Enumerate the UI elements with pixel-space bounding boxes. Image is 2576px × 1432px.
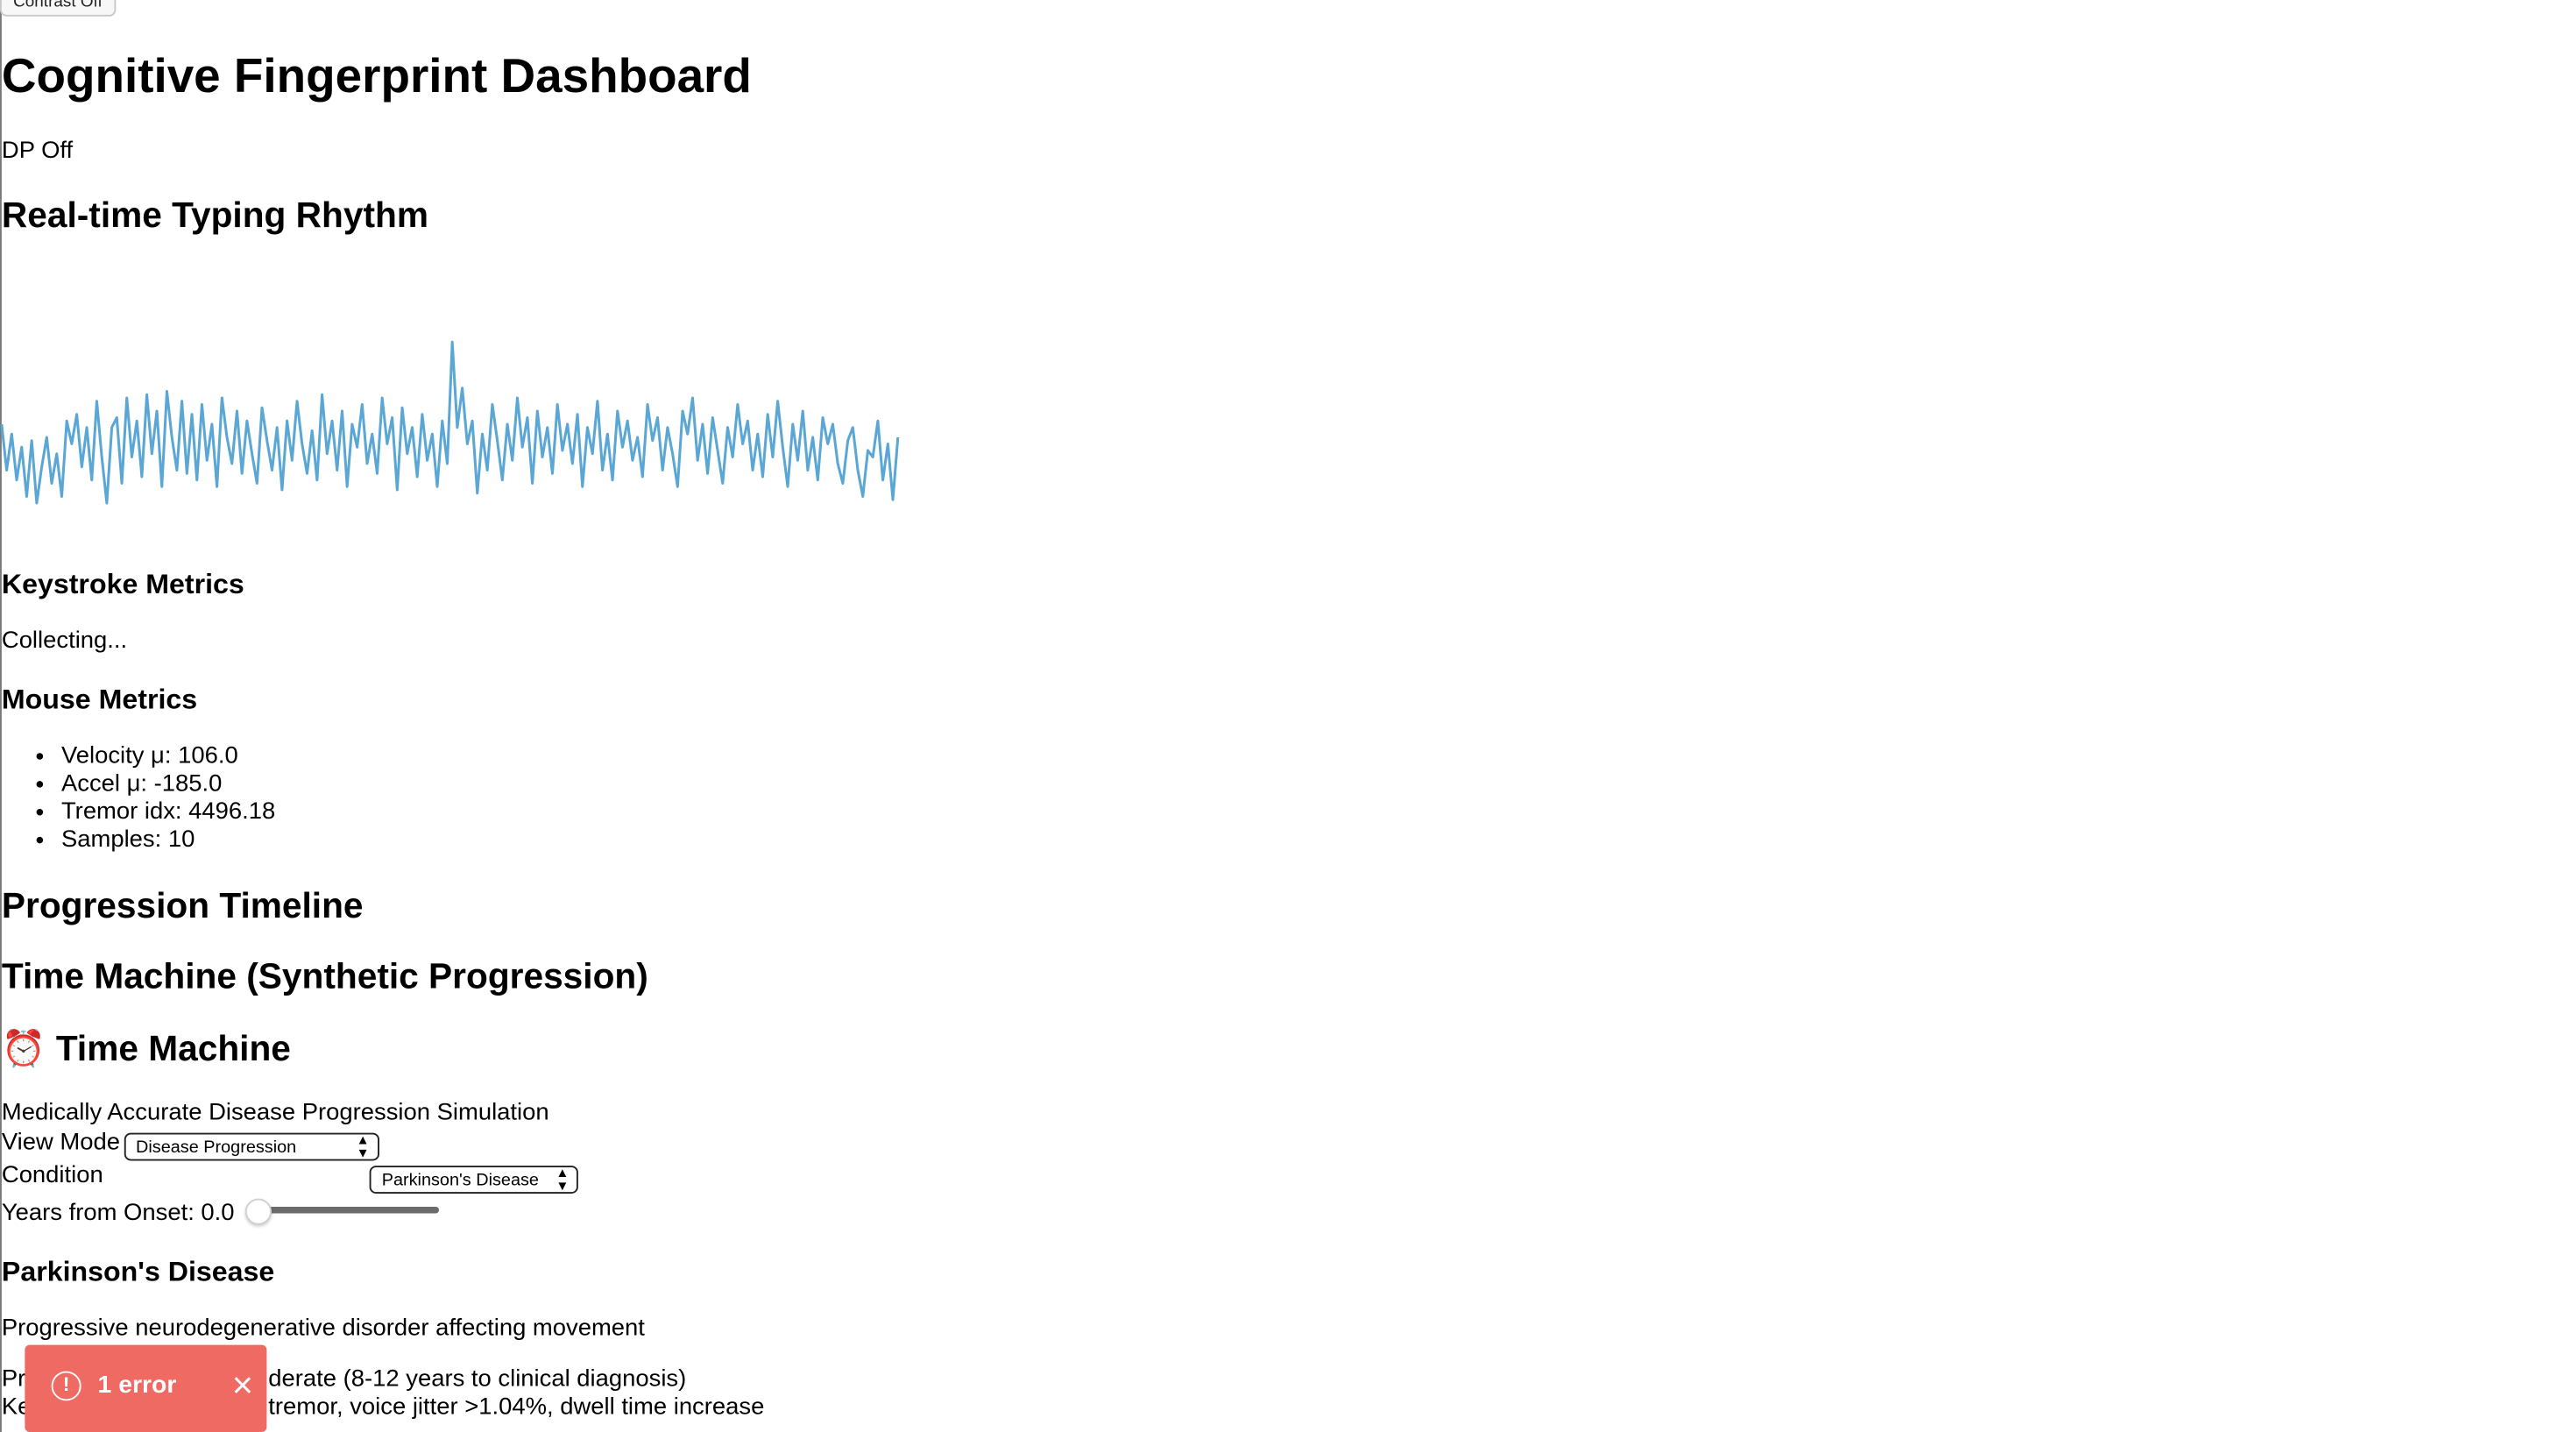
keystroke-metrics-title: Keystroke Metrics — [1, 569, 244, 600]
time-machine-heading: ⏰ Time Machine — [2, 1029, 291, 1070]
metric-samples: Samples: 10 — [61, 827, 275, 855]
condition-select[interactable]: Parkinson's Disease ▲ ▼ — [370, 1165, 579, 1194]
disease-name: Parkinson's Disease — [1, 1256, 275, 1287]
keystroke-status: Collecting... — [1, 627, 128, 655]
disease-description: Progressive neurodegenerative disorder a… — [1, 1315, 645, 1342]
alarm-clock-icon: ⏰ — [1, 1029, 46, 1069]
alert-circle-icon: ! — [51, 1371, 81, 1401]
prodromal-prefix: Pr — [1, 1365, 26, 1393]
years-from-onset-label: Years from Onset: 0.0 — [1, 1200, 235, 1227]
dp-status: DP Off — [1, 138, 74, 165]
condition-value: Parkinson's Disease — [381, 1170, 539, 1191]
simulation-subtitle: Medically Accurate Disease Progression S… — [1, 1100, 549, 1127]
time-machine-heading-text: Time Machine — [55, 1029, 291, 1069]
view-mode-select[interactable]: Disease Progression ▲ ▼ — [124, 1133, 379, 1161]
typing-rhythm-title: Real-time Typing Rhythm — [1, 195, 428, 236]
typing-rhythm-series-line — [0, 340, 900, 505]
slider-thumb[interactable] — [244, 1198, 272, 1225]
error-toast[interactable]: ! 1 error × — [25, 1344, 267, 1432]
metric-accel: Accel μ: -185.0 — [61, 771, 275, 799]
mouse-metrics-list: Velocity μ: 106.0 Accel μ: -185.0 Tremor… — [2, 743, 275, 855]
left-edge-divider — [0, 0, 2, 1432]
close-icon[interactable]: × — [231, 1365, 254, 1406]
contrast-toggle-button[interactable]: Contrast Off — [0, 0, 116, 17]
prodromal-text: derate (8-12 years to clinical diagnosis… — [268, 1365, 687, 1393]
metric-velocity: Velocity μ: 106.0 — [61, 743, 275, 771]
view-mode-value: Disease Progression — [136, 1138, 297, 1158]
select-arrows-icon: ▲ ▼ — [356, 1131, 370, 1160]
error-count-label: 1 error — [97, 1371, 177, 1400]
page-title: Cognitive Fingerprint Dashboard — [1, 51, 752, 104]
view-mode-label: View Mode — [1, 1129, 121, 1156]
slider-track[interactable] — [251, 1206, 440, 1214]
metric-tremor: Tremor idx: 4496.18 — [61, 799, 275, 827]
typing-rhythm-chart — [0, 340, 900, 505]
mouse-metrics-title: Mouse Metrics — [1, 684, 198, 716]
progression-timeline-title: Progression Timeline — [1, 886, 364, 926]
time-machine-section-title: Time Machine (Synthetic Progression) — [1, 956, 648, 996]
key-markers-text: tremor, voice jitter >1.04%, dwell time … — [268, 1393, 765, 1421]
select-arrows-icon: ▲ ▼ — [556, 1165, 570, 1194]
condition-label: Condition — [1, 1162, 103, 1189]
